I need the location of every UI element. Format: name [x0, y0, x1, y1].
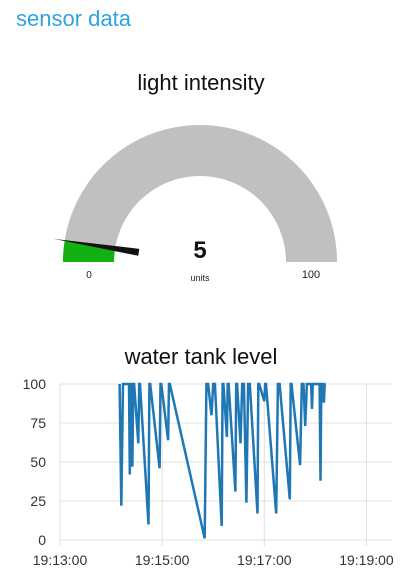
- gauge-needle: [53, 238, 140, 256]
- x-tick-label: 19:19:00: [339, 552, 394, 568]
- y-tick-label: 0: [38, 532, 46, 548]
- water-level-series-line: [118, 382, 326, 539]
- gauge-units: units: [190, 273, 210, 283]
- chart-title: water tank level: [124, 344, 278, 369]
- y-tick-label: 25: [30, 493, 46, 509]
- gauge-max-label: 100: [302, 269, 320, 281]
- x-tick-label: 19:15:00: [135, 552, 190, 568]
- y-tick-label: 50: [30, 454, 46, 470]
- x-tick-label: 19:13:00: [33, 552, 88, 568]
- y-tick-label: 100: [23, 376, 47, 392]
- y-tick-label: 75: [30, 415, 46, 431]
- water-tank-chart: 0 25 50 75 100 19:13:00 19:15:00 19:17:00 19:19…: [23, 376, 394, 568]
- x-tick-label: 19:17:00: [237, 552, 292, 568]
- y-axis-ticks: 0 25 50 75 100: [23, 376, 47, 548]
- light-intensity-gauge: 5 units 0 100: [53, 124, 337, 283]
- gauge-track: [62, 124, 337, 263]
- chart-grid: [59, 383, 392, 546]
- gauge-value: 5: [193, 237, 206, 264]
- gauge-title: light intensity: [137, 70, 265, 95]
- x-axis-ticks: 19:13:00 19:15:00 19:17:00 19:19:00: [33, 552, 394, 568]
- app-title: sensor data: [16, 6, 131, 31]
- gauge-min-label: 0: [86, 270, 92, 281]
- gauge-fill: [63, 240, 116, 262]
